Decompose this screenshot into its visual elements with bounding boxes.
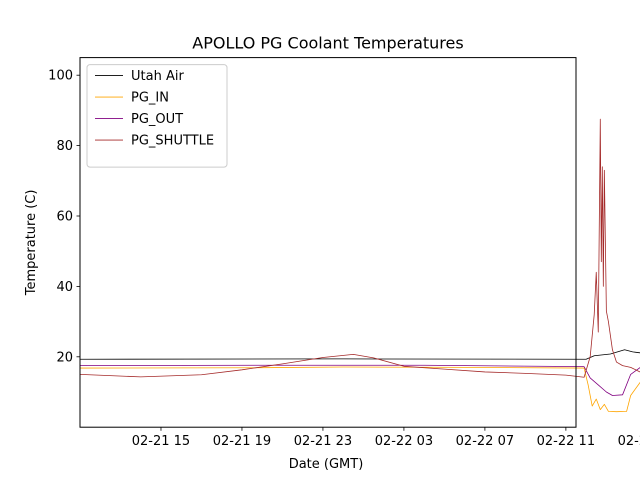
legend-label-1: PG_IN bbox=[131, 91, 169, 106]
x-tick-label: 02-21 15 bbox=[132, 434, 190, 449]
y-axis-label: Temperature (C) bbox=[24, 190, 39, 297]
series-line-3 bbox=[79, 118, 640, 378]
series-line-1 bbox=[79, 366, 640, 413]
x-axis: 02-21 15 02-21 19 02-21 23 02-22 03 02-22 07… bbox=[132, 427, 640, 449]
y-tick-label: 100 bbox=[48, 69, 73, 84]
legend-label-2: PG_OUT bbox=[131, 112, 183, 127]
legend-label-3: PG_SHUTTLE bbox=[131, 134, 214, 149]
y-tick-label: 60 bbox=[56, 210, 73, 225]
x-axis-label: Date (GMT) bbox=[289, 457, 364, 472]
x-tick-label: 02-22 15 bbox=[618, 434, 640, 449]
y-tick-label: 40 bbox=[56, 280, 73, 295]
y-tick-label: 80 bbox=[56, 139, 73, 154]
y-axis: 20 40 60 80 100 bbox=[48, 69, 80, 365]
series-line-2 bbox=[79, 364, 640, 396]
chart-title: APOLLO PG Coolant Temperatures bbox=[192, 34, 463, 53]
legend-label-0: Utah Air bbox=[131, 69, 184, 84]
y-tick-label: 20 bbox=[56, 350, 73, 365]
plot-lines bbox=[79, 118, 640, 413]
x-tick-label: 02-21 23 bbox=[294, 434, 352, 449]
x-tick-label: 02-22 07 bbox=[456, 434, 514, 449]
plot-frame bbox=[79, 57, 577, 428]
x-tick-label: 02-22 11 bbox=[537, 434, 595, 449]
series-line-0 bbox=[79, 349, 640, 360]
legend-box bbox=[86, 64, 228, 168]
x-tick-label: 02-21 19 bbox=[213, 434, 271, 449]
legend: Utah Air PG_IN PG_OUT PG_SHUTTLE bbox=[86, 64, 228, 168]
x-tick-label: 02-22 03 bbox=[375, 434, 433, 449]
